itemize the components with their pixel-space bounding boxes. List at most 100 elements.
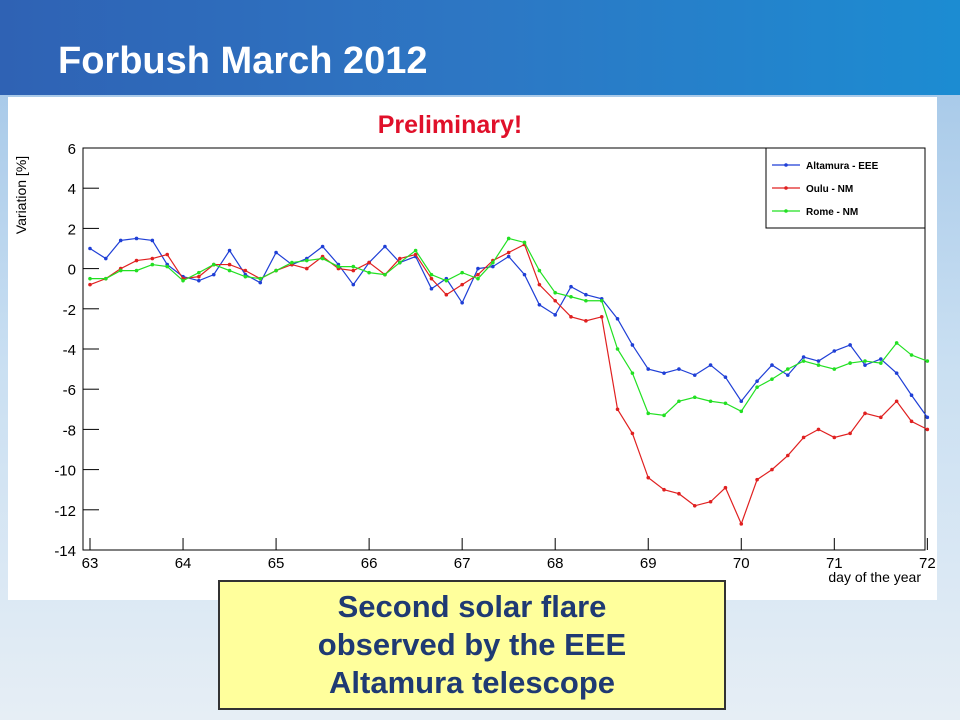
y-tick-label: 4 xyxy=(68,181,76,198)
y-tick-label: 6 xyxy=(68,141,76,158)
point xyxy=(460,270,464,275)
point xyxy=(522,272,527,277)
x-tick-label: 68 xyxy=(547,555,564,572)
point xyxy=(755,477,759,482)
point xyxy=(553,298,557,303)
x-tick-label: 69 xyxy=(640,555,657,572)
legend-label: Altamura - EEE xyxy=(806,161,879,172)
point xyxy=(677,399,681,404)
point xyxy=(197,274,201,279)
point xyxy=(413,252,418,257)
y-tick-label: -10 xyxy=(54,463,76,480)
point xyxy=(506,250,511,255)
point xyxy=(398,256,402,261)
point xyxy=(476,266,480,271)
point xyxy=(584,292,588,297)
point xyxy=(894,399,899,404)
point xyxy=(134,268,139,273)
x-tick-label: 63 xyxy=(82,555,99,572)
point xyxy=(630,343,635,347)
point xyxy=(894,371,899,375)
point xyxy=(770,467,774,472)
point xyxy=(677,367,681,371)
point xyxy=(165,252,170,257)
point xyxy=(351,268,356,273)
point xyxy=(211,272,216,277)
legend-label: Oulu - NM xyxy=(806,184,853,195)
point xyxy=(522,240,527,245)
point xyxy=(785,453,790,458)
legend-swatch-point xyxy=(784,163,788,167)
point xyxy=(848,431,852,436)
point xyxy=(383,272,387,277)
point xyxy=(615,347,620,351)
legend-swatch-point xyxy=(784,209,788,213)
point xyxy=(925,427,930,432)
point xyxy=(274,268,278,273)
point xyxy=(723,401,728,406)
x-tick-label: 71 xyxy=(826,555,843,572)
point xyxy=(584,298,588,303)
y-tick-label: -8 xyxy=(63,422,76,439)
point xyxy=(88,282,92,287)
point xyxy=(290,260,294,265)
point xyxy=(909,353,914,357)
point xyxy=(258,276,263,281)
point xyxy=(848,343,852,347)
x-tick-label: 66 xyxy=(361,555,378,572)
point xyxy=(909,419,914,424)
point xyxy=(630,371,635,375)
callout-line: Altamura telescope xyxy=(329,665,615,700)
point xyxy=(506,254,511,259)
point xyxy=(304,266,309,271)
y-tick-label: -4 xyxy=(63,342,76,359)
point xyxy=(662,487,666,492)
y-tick-label: -12 xyxy=(54,503,76,520)
point xyxy=(118,238,123,243)
point xyxy=(569,315,573,319)
point xyxy=(646,411,651,416)
point xyxy=(785,367,790,371)
slide-title: Forbush March 2012 xyxy=(58,40,428,82)
x-tick-label: 70 xyxy=(733,555,750,572)
point xyxy=(770,363,774,367)
point xyxy=(429,272,434,277)
point xyxy=(553,290,557,295)
point xyxy=(398,260,402,265)
point xyxy=(879,415,883,420)
point xyxy=(258,280,263,285)
point xyxy=(243,268,248,273)
point xyxy=(894,341,899,345)
point xyxy=(925,415,930,420)
x-tick-label: 64 xyxy=(175,555,192,572)
point xyxy=(197,278,201,283)
point xyxy=(801,435,806,440)
point xyxy=(569,294,573,299)
point xyxy=(692,395,697,400)
point xyxy=(553,313,557,317)
point xyxy=(879,361,883,365)
point xyxy=(320,256,325,261)
y-tick-label: -14 xyxy=(54,543,76,560)
point xyxy=(444,292,449,297)
legend-swatch-point xyxy=(784,186,788,190)
point xyxy=(801,355,806,359)
point xyxy=(444,278,449,283)
callout-line: observed by the EEE xyxy=(317,627,627,662)
point xyxy=(848,361,852,365)
point xyxy=(863,363,867,367)
point xyxy=(165,264,170,269)
y-tick-label: -6 xyxy=(63,382,76,399)
point xyxy=(816,363,821,367)
point xyxy=(863,411,867,416)
point xyxy=(460,300,464,305)
point xyxy=(118,268,123,273)
point xyxy=(429,286,434,291)
point xyxy=(413,248,418,253)
point xyxy=(537,282,542,287)
point xyxy=(150,262,155,267)
point xyxy=(491,260,495,265)
point xyxy=(537,302,542,307)
